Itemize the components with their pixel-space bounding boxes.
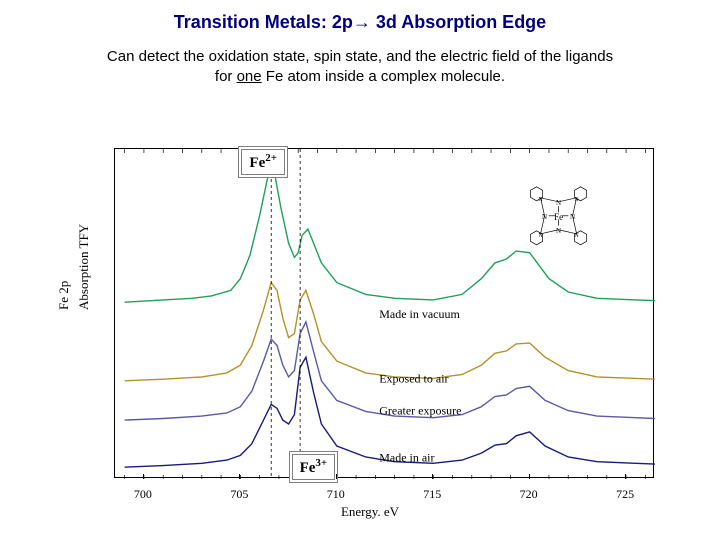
xtick-label: 710 bbox=[327, 487, 345, 502]
svg-text:N: N bbox=[556, 227, 561, 235]
title-prefix: Transition Metals: 2p bbox=[174, 12, 353, 32]
xtick-label: 705 bbox=[230, 487, 248, 502]
series-label: Made in air bbox=[379, 451, 434, 465]
subtitle-line1: Can detect the oxidation state, spin sta… bbox=[16, 47, 704, 67]
xtick-label: 715 bbox=[423, 487, 441, 502]
ylabel-right: Absorption TFY bbox=[76, 224, 92, 310]
svg-text:N: N bbox=[574, 233, 579, 239]
xtick-label: 720 bbox=[520, 487, 538, 502]
subtitle-line2: for one Fe atom inside a complex molecul… bbox=[16, 67, 704, 87]
page-title: Transition Metals: 2p→ 3d Absorption Edg… bbox=[0, 0, 720, 33]
subtitle-underline: one bbox=[237, 68, 262, 85]
molecule-inset: FeNNNNNNNN bbox=[530, 187, 586, 245]
xtick-mark bbox=[432, 474, 433, 479]
xtick-mark bbox=[336, 474, 337, 479]
xtick-mark bbox=[143, 474, 144, 479]
fe2-label: Fe2+ bbox=[238, 146, 288, 178]
xlabel: Energy. eV bbox=[341, 504, 399, 520]
subtitle: Can detect the oxidation state, spin sta… bbox=[0, 33, 720, 94]
ylabel-left: Fe 2p bbox=[56, 281, 72, 310]
svg-text:N: N bbox=[538, 197, 543, 203]
xtick-label: 725 bbox=[616, 487, 634, 502]
xtick-label: 700 bbox=[134, 487, 152, 502]
xtick-mark bbox=[529, 474, 530, 479]
title-suffix: 3d Absorption Edge bbox=[376, 12, 546, 32]
plot-area: FeNNNNNNNNMade in vacuumExposed to airGr… bbox=[114, 148, 654, 478]
svg-text:N: N bbox=[574, 197, 579, 203]
plot-svg: FeNNNNNNNNMade in vacuumExposed to airGr… bbox=[115, 149, 655, 479]
chart: Fe 2p Absorption TFY FeNNNNNNNNMade in v… bbox=[62, 140, 678, 520]
xtick-mark bbox=[625, 474, 626, 479]
series-label: Made in vacuum bbox=[379, 307, 460, 321]
series-label: Exposed to air bbox=[379, 371, 448, 385]
svg-text:N: N bbox=[556, 199, 561, 207]
series-label: Greater exposure bbox=[379, 404, 461, 418]
svg-text:N: N bbox=[538, 233, 543, 239]
title-arrow: → bbox=[353, 12, 371, 32]
xtick-mark bbox=[239, 474, 240, 479]
fe3-label: Fe3+ bbox=[289, 451, 339, 483]
